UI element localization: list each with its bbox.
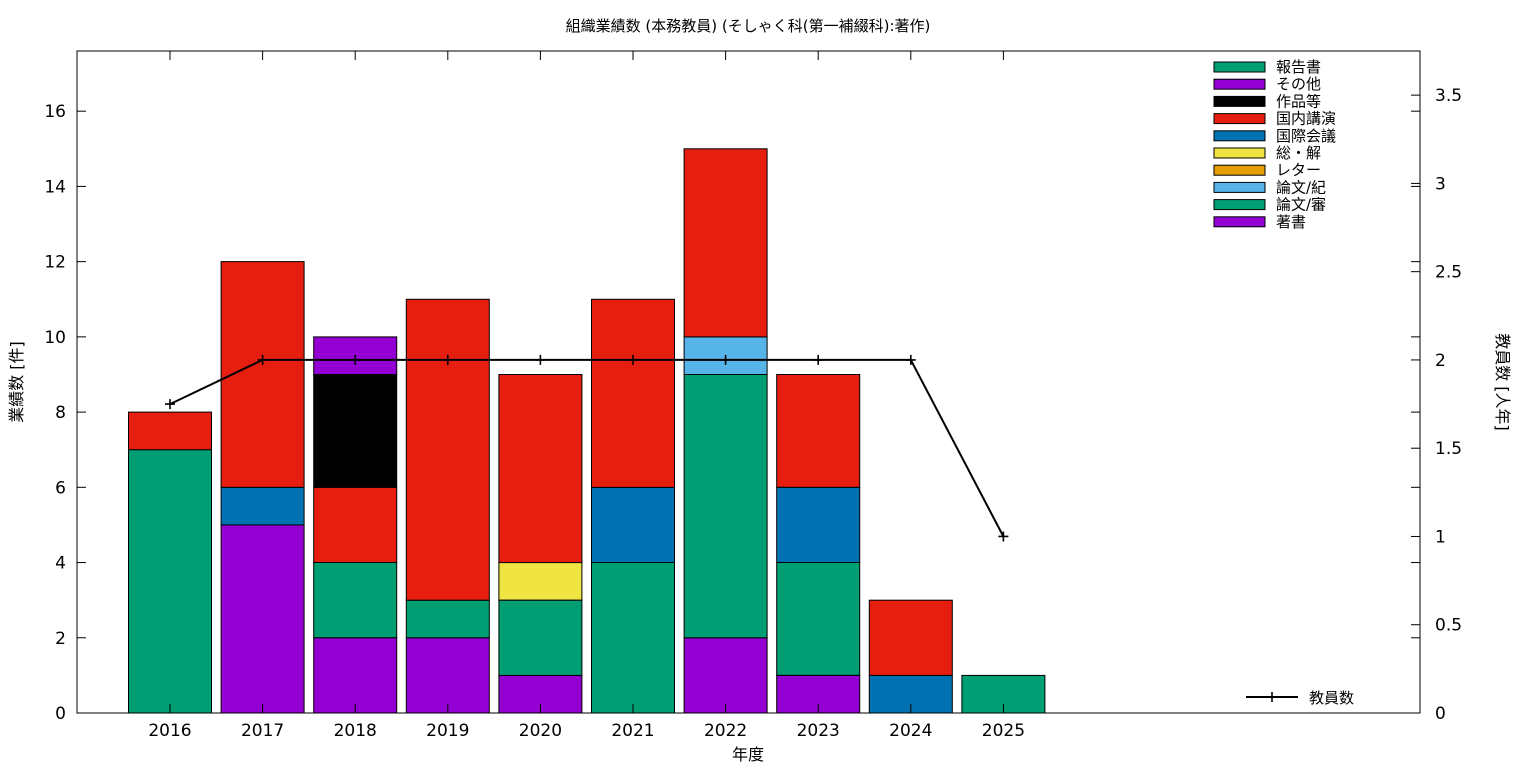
legend-swatch-7 [1213,95,1266,107]
y-tick-label-8: 8 [55,403,66,423]
legend-label-4: 総・解 [1276,144,1321,162]
y2-tick-label-2: 1 [1435,527,1446,547]
legend-label-3: レター [1276,161,1321,179]
legend-swatch-8 [1213,78,1266,90]
y-tick-label-2: 2 [55,629,66,649]
bars-group [128,148,1046,714]
bar-segment-2021-6 [591,298,675,488]
bar-segment-2023-1 [776,562,861,676]
line-point-2020 [535,354,546,365]
line-series-group [165,354,1009,542]
chart-title: 組織業績数 (本務教員) (そしゃく科(第一補綴科):著作) [566,17,931,35]
y-tick-label-10: 10 [44,328,66,348]
y2-tick-label-5: 2.5 [1435,263,1462,283]
bar-segment-2020-1 [498,599,583,676]
bar-segment-2016-1 [128,449,212,714]
y-axis-label: 業績数 [件] [7,341,26,423]
legend-swatch-1 [1213,199,1266,211]
bar-segment-2019-1 [405,599,490,639]
legend-swatch-4 [1213,147,1266,159]
plot-frame [76,50,1421,714]
y2-tick-label-6: 3 [1435,174,1446,194]
line-legend-label: 教員数 [1309,689,1354,707]
line-legend: 教員数 [1246,689,1354,707]
bar-segment-2022-6 [683,148,768,338]
bar-segment-2019-6 [405,298,490,601]
y-tick-label-14: 14 [44,177,66,197]
x-tick-label-2018: 2018 [334,721,377,741]
legend-label-6: 国内講演 [1276,110,1336,128]
x-tick-label-2022: 2022 [704,721,747,741]
bar-segment-2018-7 [313,374,398,488]
bar-segment-2017-5 [220,486,305,526]
bar-segment-2018-6 [313,486,398,563]
y2-tick-label-0: 0 [1435,704,1446,724]
bar-segment-2021-1 [591,562,675,714]
legend-label-7: 作品等 [1276,92,1321,110]
line-series-path [169,358,1005,537]
bar-segment-2018-1 [313,562,398,639]
line-point-2016 [165,399,175,410]
legend-label-5: 国際会議 [1276,127,1336,145]
bar-segment-2017-6 [220,261,305,488]
legend-label-8: その他 [1276,75,1321,93]
line-point-2021 [628,354,638,365]
legend-label-1: 論文/審 [1276,196,1326,214]
x-tick-label-2017: 2017 [241,721,284,741]
x-tick-label-2023: 2023 [797,721,840,741]
line-point-2018 [350,354,361,365]
x-tick-label-2025: 2025 [982,721,1025,741]
bar-segment-2022-1 [683,374,768,639]
bar-segment-2023-6 [776,374,861,488]
y2-tick-label-1: 0.5 [1435,616,1462,636]
line-point-2017 [257,354,268,365]
bar-segment-2024-6 [868,599,953,676]
legend-label-2: 論文/紀 [1276,178,1326,196]
x-tick-label-2021: 2021 [611,721,654,741]
bar-segment-2021-5 [591,486,675,563]
y2-tick-label-7: 3.5 [1435,86,1462,106]
bar-segment-2019-0 [405,637,490,714]
legend-swatch-9 [1213,61,1266,73]
bar-segment-2018-0 [313,637,398,714]
y2-tick-label-3: 1.5 [1435,439,1462,459]
legend-label-0: 著書 [1276,213,1306,231]
bar-segment-2020-6 [498,374,583,564]
x-axis-label: 年度 [732,745,764,764]
bar-segment-2016-6 [128,411,212,451]
legend-label-9: 報告書 [1276,58,1321,76]
line-point-2025 [998,531,1009,542]
bar-segment-2022-0 [683,637,768,714]
x-tick-label-2024: 2024 [889,721,932,741]
y-tick-label-6: 6 [55,478,66,498]
legend-swatch-2 [1213,181,1266,193]
legend-swatch-0 [1213,216,1266,228]
y-axis: 0 2 4 6 8 10 12 14 16 [44,102,1420,724]
x-tick-label-2019: 2019 [426,721,469,741]
x-axis: 2016 2017 2018 2019 2020 2021 2022 2023 2024 2025 [148,51,1025,741]
line-point-2019 [442,354,453,365]
bar-segment-2020-4 [498,562,583,601]
x-tick-label-2020: 2020 [519,721,562,741]
y-tick-label-4: 4 [55,554,66,574]
line-point-2023 [813,354,824,365]
x-tick-label-2016: 2016 [148,721,191,741]
y2-tick-label-4: 2 [1435,351,1446,371]
legend-swatch-6 [1213,113,1266,125]
line-point-2024 [905,354,916,365]
y-tick-label-16: 16 [44,102,66,122]
line-point-2022 [720,354,731,365]
bar-segment-2017-0 [220,524,305,714]
y-tick-label-12: 12 [44,253,66,273]
y2-axis: 0 0.5 1 1.5 2 2.5 3 3.5 [1411,86,1462,724]
y-tick-label-0: 0 [55,704,66,724]
bar-segment-2023-5 [776,486,861,563]
y2-axis-label: 教員数 [人年] [1493,333,1512,431]
legend-swatch-5 [1213,130,1266,142]
legend-swatch-3 [1213,164,1266,176]
